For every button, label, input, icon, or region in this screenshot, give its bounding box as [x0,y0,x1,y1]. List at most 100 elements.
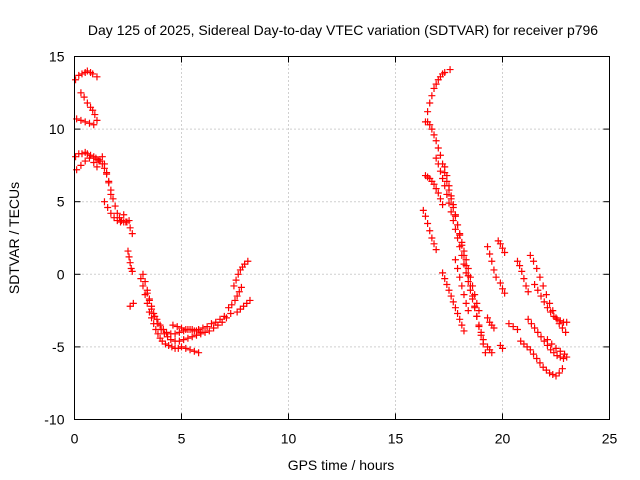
data-point [85,154,93,162]
data-point [212,318,220,326]
data-point [93,163,101,171]
data-point [419,206,427,214]
data-point [104,204,112,212]
data-point [90,121,98,129]
data-point [77,161,85,169]
data-point [556,317,564,325]
series-arc-r [424,118,483,315]
data-point [555,369,563,377]
axis-ticks [74,56,610,420]
data-point [501,249,509,257]
series-arc-o [230,257,252,290]
data-point [128,267,136,275]
data-point [424,108,432,116]
data-point [443,280,451,288]
data-point [139,270,147,278]
data-point [95,157,103,165]
y-tick-label: 5 [57,194,65,210]
data-point [533,264,541,272]
data-point [81,118,89,126]
data-point [428,234,436,242]
data-point [456,231,464,239]
data-point [562,328,570,336]
data-point [518,267,526,275]
series-arc-l [143,289,235,345]
series-arc-z [484,314,498,332]
series-arc-ai [526,251,570,336]
data-point [107,209,115,217]
data-point [145,296,153,304]
x-tick-labels: 0 5 10 15 20 25 [71,431,618,447]
data-point [91,111,99,119]
data-point [524,288,532,296]
data-point [137,275,145,283]
data-point [563,318,571,326]
data-point [527,320,535,328]
data-point [93,116,101,124]
data-point [451,256,459,264]
data-point [530,350,538,358]
data-point [449,298,457,306]
data-point [549,370,557,378]
data-point [546,299,554,307]
data-point [205,327,213,335]
y-tick-label: 0 [57,266,65,282]
data-point [445,286,453,294]
data-point [220,312,228,320]
series-arc-b [77,89,101,124]
data-point [141,278,149,286]
y-tick-label: 10 [49,121,65,137]
data-point [543,336,551,344]
data-point [175,337,183,345]
data-point [89,106,97,114]
data-point [430,180,438,188]
data-point [499,285,506,293]
data-point [553,352,561,360]
data-point [128,230,136,238]
data-point [227,310,235,318]
data-point [451,211,459,219]
data-point [432,246,440,254]
data-point [469,292,477,300]
data-point [559,355,567,363]
data-point [154,330,162,338]
series-arc-w [439,269,468,335]
series-arc-a [72,67,101,84]
data-point [78,70,86,78]
data-point [533,355,541,363]
data-point [443,190,451,198]
x-tick-label: 0 [71,431,79,447]
data-point [428,92,436,100]
data-point [432,137,440,145]
y-tick-label: -10 [44,412,64,428]
data-point [432,154,440,162]
data-point [113,209,121,217]
data-point [449,217,457,225]
data-point [492,273,500,281]
series-arc-ac [496,279,509,297]
data-point [454,310,462,318]
data-point [175,328,183,336]
data-point [488,257,496,265]
data-point [89,70,97,78]
data-point [195,349,203,357]
data-point [124,247,132,255]
series-arc-n [225,283,245,312]
data-point [426,227,434,235]
data-point [526,346,534,354]
y-axis-label: SDTVAR / TECUs [6,182,22,294]
data-point [182,344,190,352]
data-point [434,144,442,152]
data-point [513,325,521,333]
series-arc-i [126,299,137,310]
data-point [434,160,442,168]
data-point [536,359,544,367]
data-point [235,288,243,296]
data-point [439,201,447,209]
data-point [426,121,434,129]
data-point [231,296,239,304]
data-point [524,315,532,323]
data-point [123,218,131,226]
data-point [126,224,134,232]
data-point [456,315,464,323]
